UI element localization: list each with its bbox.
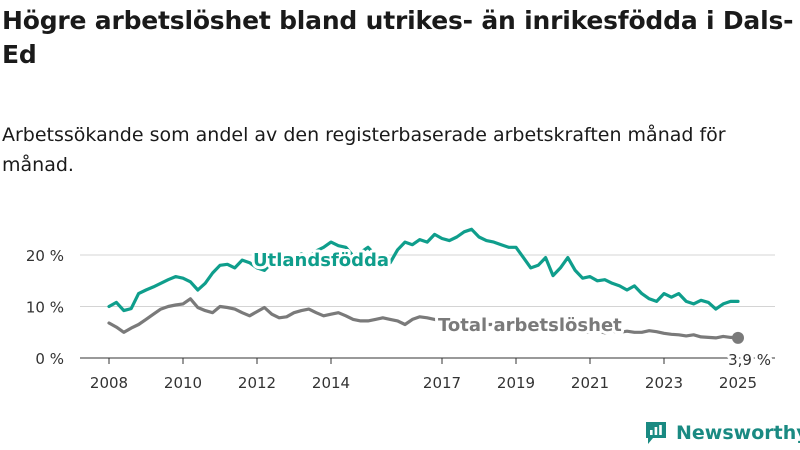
series-label-utlandsfodda: Utlandsfödda bbox=[253, 250, 389, 271]
x-tick-label: 2010 bbox=[164, 374, 202, 392]
x-tick-label: 2023 bbox=[645, 374, 683, 392]
x-tick-label: 2008 bbox=[90, 374, 128, 392]
chart-subtitle: Arbetssökande som andel av den registerb… bbox=[2, 124, 726, 176]
series-labels: Utlandsfödda Total arbetslöshet 3,9 % bbox=[250, 247, 774, 372]
chart-title: Högre arbetslöshet bland utrikes- än inr… bbox=[2, 6, 794, 69]
series bbox=[107, 227, 744, 344]
series-label-total: Total arbetslöshet bbox=[438, 315, 622, 336]
newsworthy-logo-icon bbox=[646, 422, 666, 444]
x-axis-ticks: 2008 2010 2012 2014 2017 2019 2021 2023 2025 bbox=[90, 358, 757, 392]
x-tick-label: 2012 bbox=[238, 374, 276, 392]
end-value-label: 3,9 % bbox=[728, 351, 771, 369]
x-tick-label: 2014 bbox=[312, 374, 350, 392]
y-axis-ticks: 0 % 10 % 20 % bbox=[26, 247, 64, 368]
y-tick-label: 0 % bbox=[35, 350, 64, 368]
y-tick-label: 10 % bbox=[26, 299, 64, 317]
series-line-total bbox=[107, 297, 740, 340]
brand-name: Newsworthy bbox=[676, 422, 800, 444]
x-tick-label: 2017 bbox=[423, 374, 461, 392]
end-point-marker bbox=[732, 331, 744, 344]
y-tick-label: 20 % bbox=[26, 247, 64, 265]
x-tick-label: 2021 bbox=[571, 374, 609, 392]
x-tick-label: 2025 bbox=[719, 374, 757, 392]
x-tick-label: 2019 bbox=[497, 374, 535, 392]
gridlines bbox=[80, 254, 775, 359]
series-line-utlandsfodda bbox=[107, 227, 740, 313]
newsworthy-logo: Newsworthy bbox=[644, 419, 800, 447]
